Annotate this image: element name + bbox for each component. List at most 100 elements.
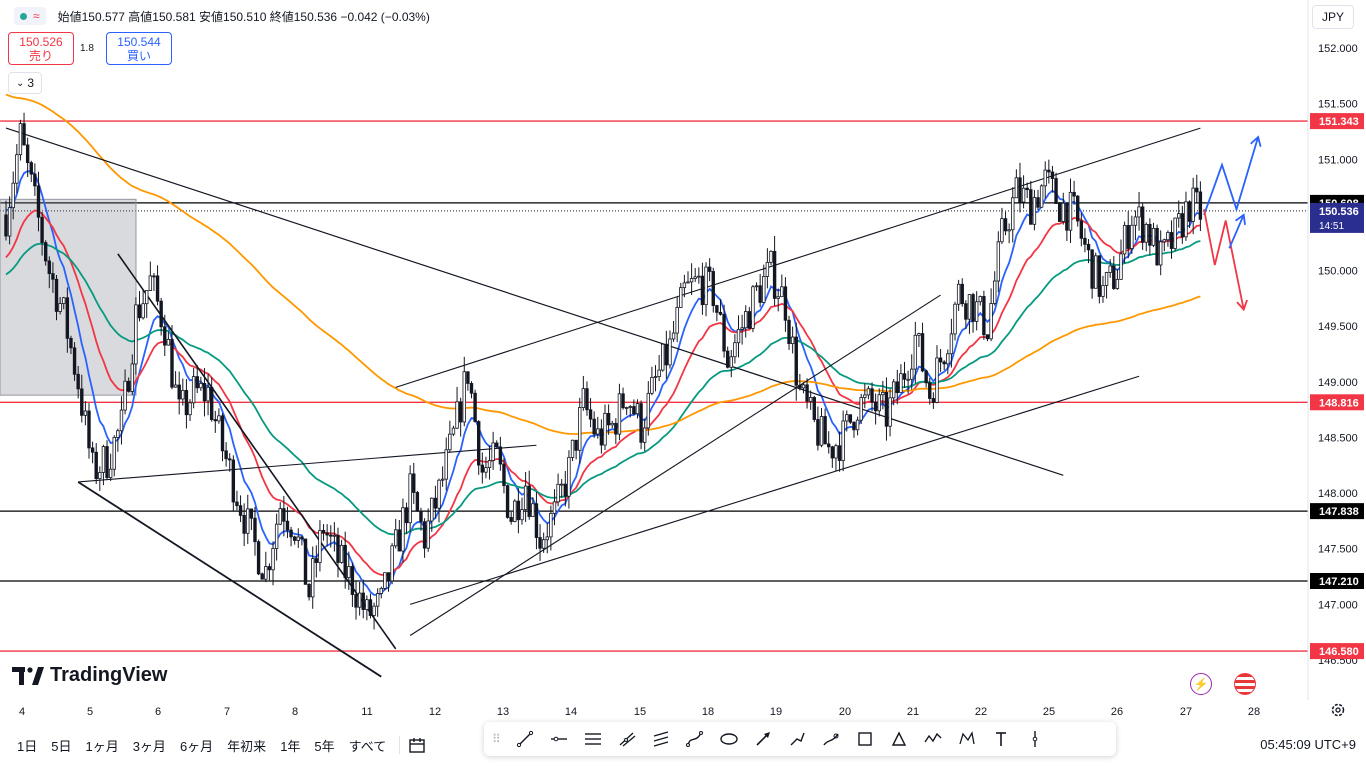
sell-button[interactable]: 150.526 売り bbox=[8, 32, 74, 65]
candle-body bbox=[33, 173, 37, 187]
trend-line-3[interactable] bbox=[77, 481, 382, 678]
projection-retest-arrow[interactable] bbox=[1228, 214, 1245, 249]
pattern-tool-button[interactable] bbox=[950, 724, 984, 754]
highlighter-icon bbox=[823, 733, 839, 746]
drag-handle-icon[interactable]: ⠿ bbox=[492, 732, 501, 746]
moving-average-green[interactable] bbox=[5, 240, 1201, 536]
candle-body bbox=[202, 383, 207, 402]
candle-body bbox=[967, 294, 972, 320]
moving-average-orange[interactable] bbox=[5, 93, 1201, 436]
candle-body bbox=[776, 296, 780, 299]
candle-body bbox=[751, 286, 755, 329]
candle-body bbox=[585, 388, 589, 411]
trend-line-tool-button[interactable] bbox=[508, 724, 542, 754]
candle-body bbox=[538, 537, 542, 549]
lightning-event-icon[interactable]: ⚡ bbox=[1190, 673, 1212, 695]
date-range-calendar-icon[interactable] bbox=[408, 736, 428, 754]
market-status-pill[interactable]: ≈ bbox=[14, 7, 46, 25]
date-tick-label: 19 bbox=[770, 706, 782, 718]
rectangle-tool-button[interactable] bbox=[848, 724, 882, 754]
indicators-toggle[interactable]: ⌄ 3 bbox=[8, 72, 42, 94]
candle-body bbox=[1076, 195, 1080, 222]
trend-line-icon bbox=[516, 730, 534, 748]
price-tick-label: 152.000 bbox=[1318, 43, 1358, 55]
candle-body bbox=[509, 517, 513, 522]
candle-body bbox=[199, 383, 203, 389]
gear-icon[interactable] bbox=[1330, 702, 1346, 718]
candle-body bbox=[408, 473, 412, 524]
candle-body bbox=[1011, 197, 1015, 231]
trend-line-4[interactable] bbox=[395, 127, 1201, 388]
range-button-7[interactable]: 5年 bbox=[314, 738, 335, 754]
polyline-tool-button[interactable] bbox=[916, 724, 950, 754]
ellipse-tool-button[interactable] bbox=[712, 724, 746, 754]
date-tick-label: 22 bbox=[975, 706, 987, 718]
moving-average-red[interactable] bbox=[5, 209, 1201, 577]
candle-body bbox=[624, 407, 629, 409]
date-tick-label: 12 bbox=[429, 706, 441, 718]
vertical-line-tool-button[interactable] bbox=[1018, 724, 1052, 754]
candle-body bbox=[83, 410, 88, 416]
candle-body bbox=[830, 446, 835, 459]
clock[interactable]: 05:45:09 UTC+9 bbox=[1260, 737, 1356, 752]
candle-body bbox=[72, 347, 77, 375]
candle-body bbox=[62, 297, 66, 304]
currency-selector[interactable]: JPY bbox=[1312, 5, 1354, 29]
brush-tool-button[interactable] bbox=[780, 724, 814, 754]
candle-body bbox=[949, 333, 954, 355]
range-button-6[interactable]: 1年 bbox=[280, 738, 301, 754]
projection-down-arrow[interactable] bbox=[1203, 209, 1245, 310]
trend-line-6[interactable] bbox=[409, 375, 1140, 605]
candle-body bbox=[242, 514, 246, 534]
trend-line-1[interactable] bbox=[117, 253, 397, 650]
candle-body bbox=[570, 439, 575, 458]
pitchfork-tool-button[interactable] bbox=[610, 724, 644, 754]
candle-body bbox=[422, 521, 427, 549]
date-tick-label: 26 bbox=[1111, 706, 1123, 718]
fib-retracement-tool-button[interactable] bbox=[644, 724, 678, 754]
range-button-0[interactable]: 1日 bbox=[17, 738, 38, 754]
trend-line-2[interactable] bbox=[78, 444, 537, 483]
candle-body bbox=[978, 296, 982, 303]
candle-body bbox=[924, 370, 928, 384]
range-button-1[interactable]: 5日 bbox=[51, 738, 72, 754]
candle-body bbox=[852, 421, 856, 431]
range-button-8[interactable]: すべて bbox=[348, 738, 387, 754]
candle-body bbox=[628, 406, 632, 408]
buy-button[interactable]: 150.544 買い bbox=[106, 32, 172, 65]
candle-body bbox=[556, 483, 560, 503]
path-tool-button[interactable] bbox=[678, 724, 712, 754]
projection-up-arrow[interactable] bbox=[1203, 136, 1259, 216]
candle-body bbox=[971, 294, 975, 322]
candle-body bbox=[415, 492, 420, 512]
candle-body bbox=[783, 286, 788, 321]
horizontal-ray-tool-button[interactable] bbox=[542, 724, 576, 754]
candle-body bbox=[794, 336, 798, 386]
range-button-3[interactable]: 3ヶ月 bbox=[132, 738, 166, 754]
candle-body bbox=[1079, 220, 1084, 239]
candle-body bbox=[1130, 224, 1134, 249]
price-label-badge bbox=[1310, 503, 1364, 520]
triangle-tool-button[interactable] bbox=[882, 724, 916, 754]
us-flag-event-icon[interactable] bbox=[1234, 673, 1256, 695]
text-tool-button[interactable] bbox=[984, 724, 1018, 754]
candle-body bbox=[116, 430, 120, 438]
candle-body bbox=[541, 539, 546, 549]
candle-body bbox=[693, 276, 697, 279]
range-box[interactable] bbox=[0, 198, 137, 396]
moving-average-blue[interactable] bbox=[5, 170, 1201, 596]
arrow-tool-button[interactable] bbox=[746, 724, 780, 754]
candle-body bbox=[704, 266, 708, 306]
candle-body bbox=[155, 275, 160, 302]
range-button-4[interactable]: 6ヶ月 bbox=[179, 738, 214, 754]
candle-body bbox=[953, 303, 957, 335]
candle-body bbox=[736, 328, 741, 344]
candle-body bbox=[718, 311, 723, 315]
highlighter-tool-button[interactable] bbox=[814, 724, 848, 754]
range-button-5[interactable]: 年初来 bbox=[227, 738, 267, 754]
price-tick-label: 148.000 bbox=[1318, 488, 1358, 500]
trend-line-5[interactable] bbox=[409, 294, 941, 636]
range-button-2[interactable]: 1ヶ月 bbox=[85, 738, 119, 754]
parallel-channel-tool-button[interactable] bbox=[576, 724, 610, 754]
